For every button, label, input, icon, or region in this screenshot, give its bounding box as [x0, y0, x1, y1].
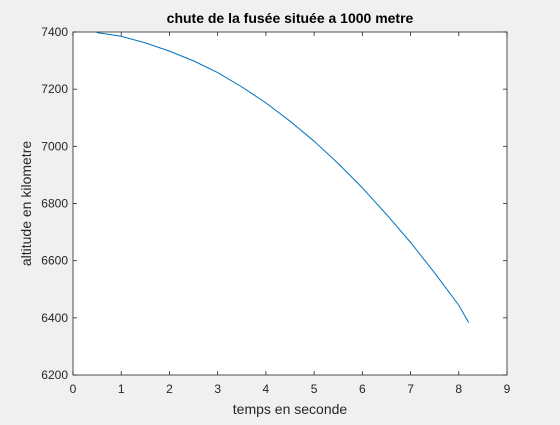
x-tick-label: 6 — [359, 382, 366, 396]
axes-box — [72, 31, 508, 376]
series — [96, 32, 469, 323]
y-tick-label: 6600 — [41, 254, 68, 268]
x-axis-label: temps en seconde — [233, 401, 348, 417]
x-tick-label: 8 — [455, 382, 462, 396]
x-tick-label: 2 — [166, 382, 173, 396]
y-tick-label: 6400 — [41, 311, 68, 325]
x-tick-label: 1 — [118, 382, 125, 396]
y-tick-label: 7400 — [41, 25, 68, 39]
y-axis-label: altitude en kilometre — [18, 141, 34, 267]
y-tick-label: 6800 — [41, 197, 68, 211]
x-tick-label: 3 — [214, 382, 221, 396]
y-tick-label: 7000 — [41, 139, 68, 153]
series-line-1 — [96, 32, 469, 323]
x-tick-label: 7 — [407, 382, 414, 396]
x-tick-label: 5 — [311, 382, 318, 396]
x-tick-label: 9 — [504, 382, 511, 396]
chart-title: chute de la fusée située a 1000 metre — [167, 10, 414, 26]
y-tick-label: 6200 — [41, 368, 68, 382]
y-tick-label: 7200 — [41, 82, 68, 96]
x-tick-label: 4 — [263, 382, 270, 396]
plot-area — [73, 32, 507, 375]
x-tick-label: 0 — [70, 382, 77, 396]
